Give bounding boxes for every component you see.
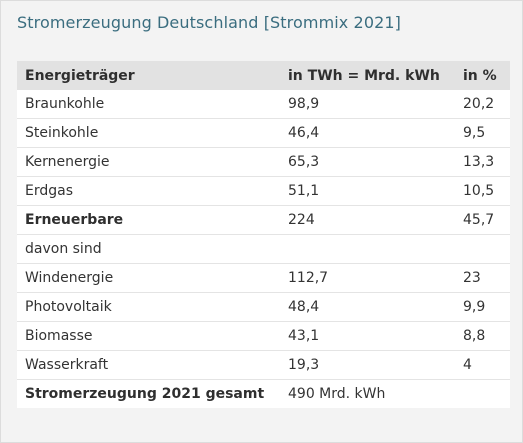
cell-energy-source: Stromerzeugung 2021 gesamt — [17, 379, 280, 408]
header-twh: in TWh = Mrd. kWh — [280, 61, 455, 90]
cell-percent: 45,7 — [455, 205, 510, 235]
cell-twh: 43,1 — [280, 321, 455, 351]
cell-twh: 490 Mrd. kWh — [280, 379, 455, 408]
cell-percent: 23 — [455, 263, 510, 293]
table-row: Erneuerbare 224 45,7 — [17, 205, 510, 235]
cell-energy-source: Steinkohle — [17, 118, 280, 148]
cell-percent: 8,8 — [455, 321, 510, 351]
header-energy-source: Energieträger — [17, 61, 280, 90]
cell-energy-source: Erneuerbare — [17, 205, 280, 235]
cell-percent: 4 — [455, 350, 510, 380]
cell-percent: 9,5 — [455, 118, 510, 148]
table-header-row: Energieträger in TWh = Mrd. kWh in % — [17, 61, 510, 90]
table-row: Biomasse 43,1 8,8 — [17, 321, 510, 351]
table-row: Stromerzeugung 2021 gesamt 490 Mrd. kWh — [17, 379, 510, 408]
cell-twh: 98,9 — [288, 96, 320, 112]
table-body: Braunkohle 98,9 20,2 Steinkohle 46,4 9,5 Kerne… — [17, 90, 510, 408]
cell-energy-source: Biomasse — [17, 321, 280, 351]
cell-energy-source: Wasserkraft — [17, 350, 280, 380]
cell-percent: 13,3 — [455, 147, 510, 177]
cell-energy-source: davon sind — [17, 234, 280, 264]
cell-percent: 20,2 — [463, 96, 495, 112]
cell-twh: 224 — [280, 205, 455, 235]
cell-twh: 65,3 — [280, 147, 455, 177]
cell-twh: 48,4 — [280, 292, 455, 322]
header-percent: in % — [455, 61, 510, 90]
cell-twh: 112,7 — [280, 263, 455, 293]
table-row: Wasserkraft 19,3 4 — [17, 350, 510, 380]
cell-percent — [455, 379, 510, 408]
cell-energy-source: Erdgas — [17, 176, 280, 206]
table-row: Photovoltaik 48,4 9,9 — [17, 292, 510, 322]
cell-twh — [280, 234, 455, 264]
table-row: Steinkohle 46,4 9,5 — [17, 118, 510, 148]
energy-table: Energieträger in TWh = Mrd. kWh in % Bra… — [17, 61, 510, 408]
cell-twh: 19,3 — [280, 350, 455, 380]
cell-percent: 10,5 — [455, 176, 510, 206]
cell-twh: 51,1 — [280, 176, 455, 206]
table-title: Stromerzeugung Deutschland [Strommix 202… — [17, 13, 402, 32]
table-row: davon sind — [17, 234, 510, 264]
table-row: Kernenergie 65,3 13,3 — [17, 147, 510, 177]
cell-twh: 46,4 — [280, 118, 455, 148]
cell-percent — [455, 234, 510, 264]
cell-percent: 9,9 — [455, 292, 510, 322]
cell-energy-source: Kernenergie — [17, 147, 280, 177]
cell-energy-source: Windenergie — [17, 263, 280, 293]
cell-energy-source: Braunkohle — [25, 96, 105, 112]
table-row: Braunkohle 98,9 20,2 — [17, 90, 510, 119]
table-row: Erdgas 51,1 10,5 — [17, 176, 510, 206]
table-row: Windenergie 112,7 23 — [17, 263, 510, 293]
cell-energy-source: Photovoltaik — [17, 292, 280, 322]
